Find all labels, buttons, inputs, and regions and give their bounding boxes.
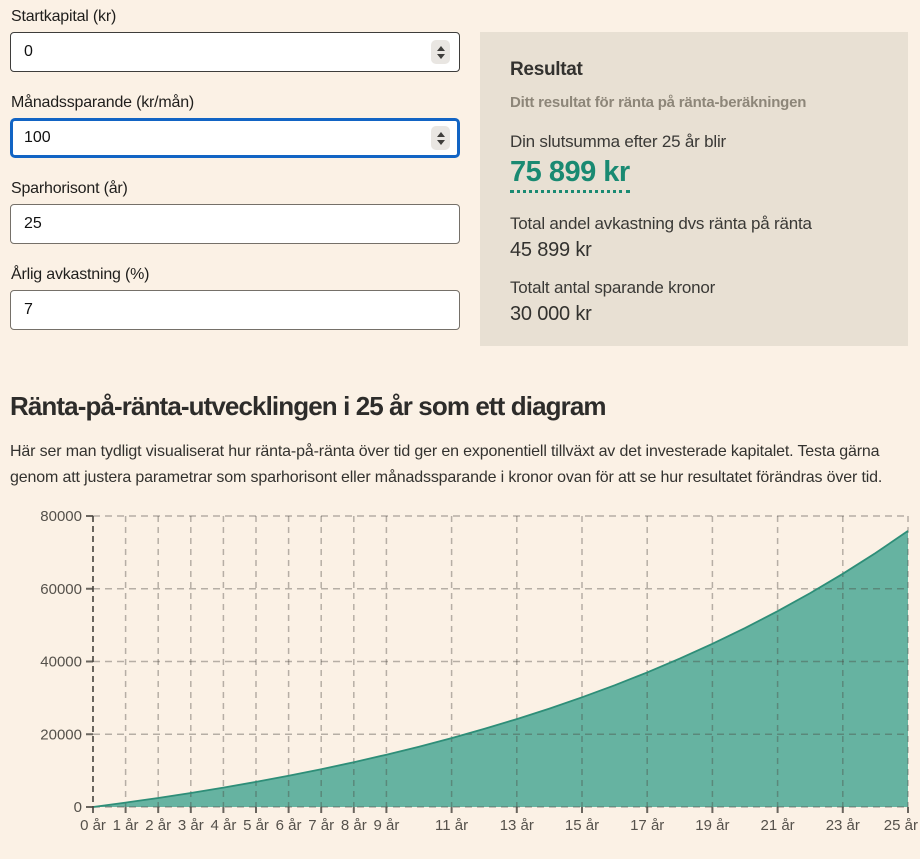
diagram-section-heading: Ränta-på-ränta-utvecklingen i 25 år som … <box>10 391 607 421</box>
arlig-avkastning-label: Årlig avkastning (%) <box>11 266 150 283</box>
x-axis-tick-label: 3 år <box>178 817 204 834</box>
x-axis-tick-label: 23 år <box>826 817 860 834</box>
manadssparande-stepper[interactable] <box>431 126 450 150</box>
calculator-section: Startkapital (kr) Månadssparande (kr/mån… <box>0 0 920 352</box>
x-axis-tick-label: 9 år <box>373 817 399 834</box>
x-axis-tick-label: 11 år <box>435 817 468 834</box>
total-saved-label: Totalt antal sparande kronor <box>510 278 716 297</box>
x-axis-tick-label: 21 år <box>760 817 794 834</box>
stepper-down-icon <box>436 53 445 59</box>
compound-interest-area-chart: 0 20000 40000 60000 80000 0 år 1 år 2 år 3 år 4 å… <box>0 503 920 844</box>
final-sum-label: Din slutsumma efter 25 år blir <box>510 132 727 151</box>
x-axis-tick-label: 13 år <box>500 817 534 834</box>
x-axis-tick-label: 25 år <box>884 817 918 834</box>
stepper-down-icon <box>436 139 445 145</box>
result-subtitle: Ditt resultat för ränta på ränta-beräkni… <box>510 94 807 111</box>
x-axis-tick-label: 7 år <box>308 817 334 834</box>
total-saved-value: 30 000 kr <box>510 303 592 325</box>
x-axis-tick-label: 5 år <box>243 817 269 834</box>
field-sparhorisont: Sparhorisont (år) <box>10 180 460 244</box>
x-axis-tick-label: 0 år <box>80 817 106 834</box>
y-axis-tick-label: 60000 <box>40 581 82 598</box>
startkapital-input[interactable] <box>10 32 460 72</box>
manadssparande-label: Månadssparande (kr/mån) <box>11 94 195 111</box>
x-axis-tick-label: 15 år <box>565 817 599 834</box>
y-axis-tick-label: 0 <box>74 799 82 816</box>
total-return-label: Total andel avkastning dvs ränta på ränt… <box>510 214 812 233</box>
y-axis-tick-label: 80000 <box>40 508 82 525</box>
x-axis-tick-label: 1 år <box>113 817 139 834</box>
y-axis-tick-label: 40000 <box>40 654 82 671</box>
sparhorisont-input[interactable] <box>10 204 460 244</box>
x-axis-tick-label: 17 år <box>630 817 664 834</box>
field-startkapital: Startkapital (kr) <box>10 8 460 72</box>
final-sum-value[interactable]: 75 899 kr <box>510 156 630 193</box>
sparhorisont-label: Sparhorisont (år) <box>11 180 128 197</box>
input-form: Startkapital (kr) Månadssparande (kr/mån… <box>10 8 460 352</box>
field-manadssparande: Månadssparande (kr/mån) <box>10 94 460 158</box>
y-axis-tick-label: 20000 <box>40 726 82 743</box>
manadssparande-input[interactable] <box>10 118 460 158</box>
startkapital-stepper[interactable] <box>431 40 450 64</box>
result-title: Resultat <box>510 59 583 80</box>
result-card: Resultat Ditt resultat för ränta på ränt… <box>480 32 908 346</box>
x-axis-tick-label: 2 år <box>145 817 171 834</box>
diagram-section-description: Här ser man tydligt visualiserat hur rän… <box>10 443 883 486</box>
x-axis-tick-label: 4 år <box>210 817 236 834</box>
field-arlig-avkastning: Årlig avkastning (%) <box>10 266 460 330</box>
total-return-value: 45 899 kr <box>510 239 592 261</box>
x-axis-tick-label: 19 år <box>695 817 729 834</box>
arlig-avkastning-input[interactable] <box>10 290 460 330</box>
startkapital-label: Startkapital (kr) <box>11 8 117 25</box>
x-axis-tick-label: 8 år <box>341 817 367 834</box>
stepper-up-icon <box>436 45 445 51</box>
stepper-up-icon <box>436 131 445 137</box>
x-axis-tick-label: 6 år <box>276 817 302 834</box>
